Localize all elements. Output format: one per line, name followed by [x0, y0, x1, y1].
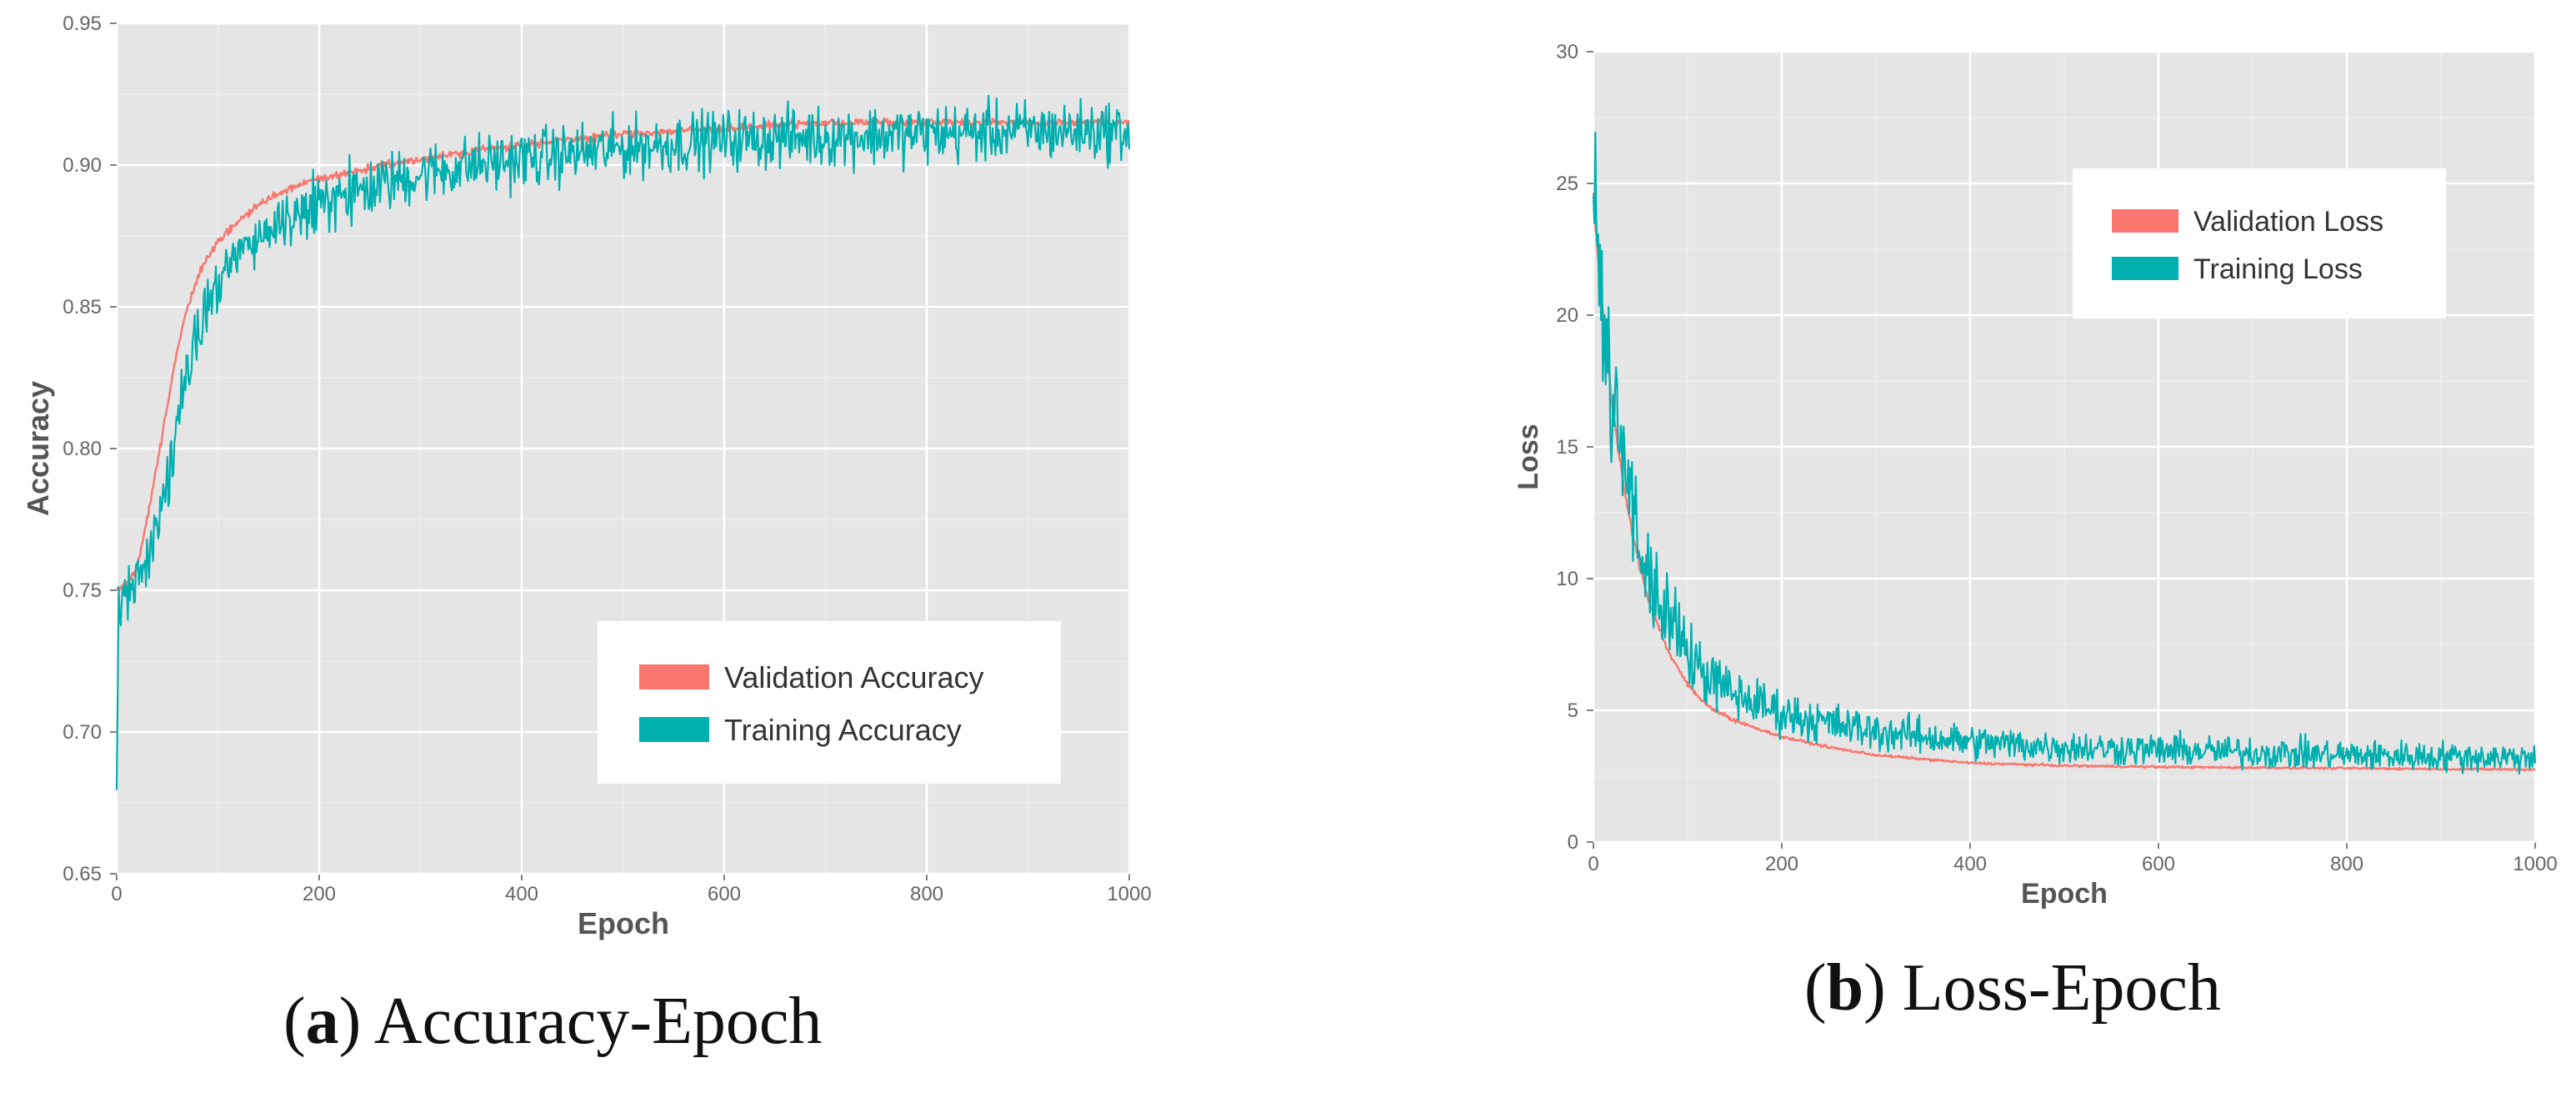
caption-b-label: b: [1826, 951, 1864, 1025]
accuracy-x-tick-label: 600: [708, 883, 741, 905]
loss-x-axis-label: Epoch: [2021, 878, 2108, 910]
caption-accuracy-epoch: (a) Accuracy-Epoch: [283, 985, 823, 1058]
chart-loss: 0 200 400 600 800 1000 0 5 10 15 20 25 30 Epoch Loss Va…: [1513, 41, 2558, 910]
loss-legend: Validation Loss Training Loss: [2073, 168, 2446, 318]
loss-y-tick-label: 20: [1556, 304, 1578, 327]
loss-y-tick-label: 0: [1568, 831, 1578, 854]
accuracy-legend-label-training: Training Accuracy: [724, 713, 962, 747]
accuracy-y-tick-label: 0.90: [63, 154, 102, 177]
caption-loss-epoch: (b) Loss-Epoch: [1804, 951, 2221, 1025]
accuracy-y-tick-label: 0.75: [63, 579, 102, 602]
accuracy-legend-box: [598, 621, 1061, 784]
loss-y-tick-label: 25: [1556, 173, 1578, 195]
loss-x-tick-label: 0: [1588, 853, 1598, 875]
loss-y-tick-label: 15: [1556, 436, 1578, 459]
accuracy-x-tick-label: 1000: [1107, 883, 1151, 905]
loss-y-tick-label: 10: [1556, 568, 1578, 590]
accuracy-y-tick-label: 0.80: [63, 438, 102, 460]
accuracy-x-axis-label: Epoch: [578, 906, 669, 940]
loss-legend-swatch-validation: [2112, 209, 2178, 233]
loss-y-tick-label: 30: [1556, 41, 1578, 63]
accuracy-x-tick-label: 200: [303, 883, 336, 905]
loss-y-axis-label: Loss: [1513, 424, 1544, 489]
loss-x-tick-label: 200: [1765, 853, 1798, 875]
caption-a-text: ) Accuracy-Epoch: [338, 985, 823, 1058]
caption-a-label: a: [305, 985, 339, 1058]
loss-x-tick-label: 1000: [2513, 853, 2557, 875]
loss-series-training-loss: [1592, 131, 2537, 775]
loss-y-tick-label: 5: [1568, 699, 1578, 722]
loss-legend-swatch-training: [2112, 257, 2178, 280]
chart-accuracy: 0 200 400 600 800 1000 0.65 0.70 0.75 0.80 0.85 0.9…: [21, 13, 1152, 940]
accuracy-legend: Validation Accuracy Training Accuracy: [598, 621, 1061, 784]
loss-x-tick-label: 600: [2142, 853, 2175, 875]
accuracy-y-tick-label: 0.85: [63, 296, 102, 318]
accuracy-legend-swatch-validation: [639, 664, 709, 689]
loss-legend-box: [2073, 168, 2446, 318]
accuracy-legend-swatch-training: [639, 717, 709, 742]
loss-legend-label-training: Training Loss: [2193, 253, 2363, 285]
loss-x-tick-label: 400: [1953, 853, 1987, 875]
accuracy-x-tick-label: 800: [910, 883, 943, 905]
accuracy-y-tick-label: 0.95: [63, 13, 102, 35]
loss-series-validation-loss: [1592, 193, 2536, 772]
accuracy-series-training-accuracy: [115, 94, 1131, 790]
accuracy-x-tick-label: 400: [505, 883, 538, 905]
accuracy-legend-label-validation: Validation Accuracy: [724, 660, 984, 694]
accuracy-y-tick-label: 0.65: [63, 863, 102, 885]
accuracy-series-validation-accuracy: [116, 117, 1131, 593]
caption-b-text: ) Loss-Epoch: [1863, 951, 2221, 1025]
accuracy-y-axis-label: Accuracy: [21, 381, 55, 516]
accuracy-x-tick-label: 0: [111, 883, 122, 905]
accuracy-y-tick-label: 0.70: [63, 721, 102, 744]
loss-legend-label-validation: Validation Loss: [2193, 206, 2383, 238]
loss-x-tick-label: 800: [2330, 853, 2363, 875]
